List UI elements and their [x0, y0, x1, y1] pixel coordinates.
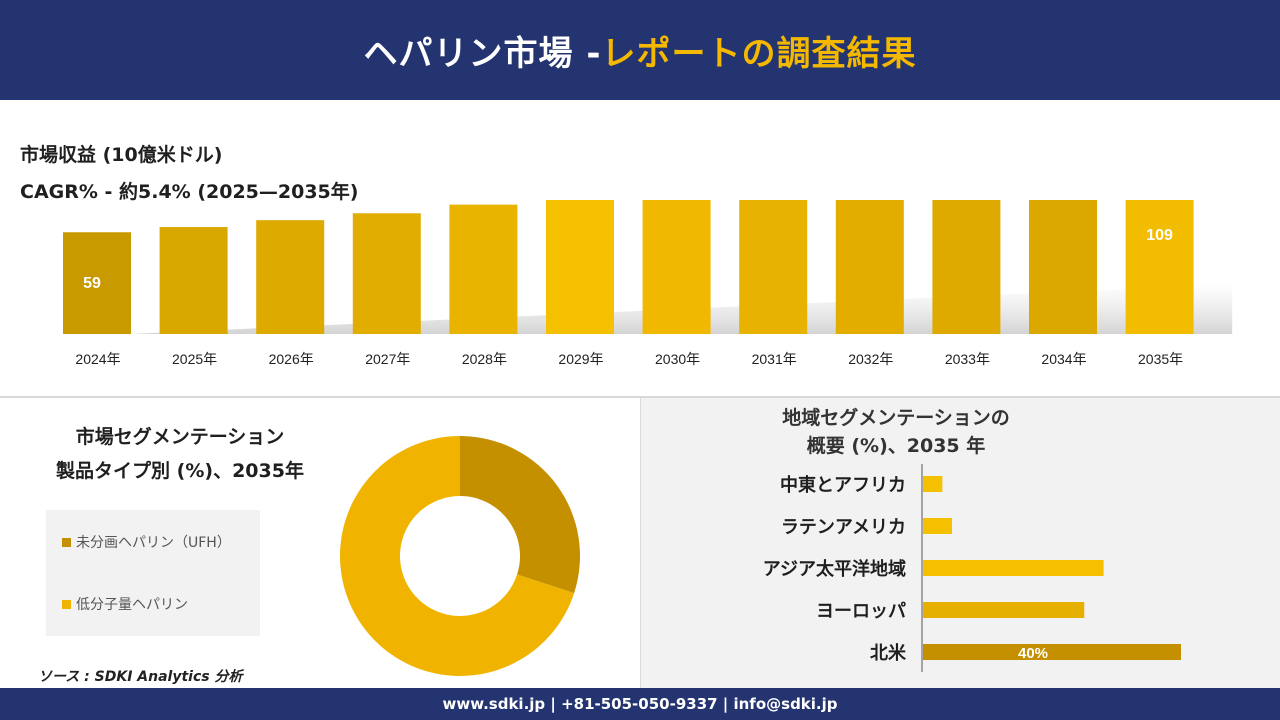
region-bar-data-label: 40%	[1018, 645, 1048, 662]
region-segment-panel: 地域セグメンテーションの 概要 (%)、2035 年 中東とアフリカ ラテンアメリ…	[640, 398, 1280, 688]
revenue-bar	[256, 220, 325, 334]
x-tick-label: 2028年	[462, 351, 507, 367]
product-segment-panel: 市場セグメンテーション 製品タイプ別 (%)、2035年 未分画ヘパリン（UFH…	[0, 398, 640, 688]
x-tick-label: 2025年	[172, 351, 217, 367]
bar-data-label: 59	[83, 275, 101, 292]
donut-slice	[460, 436, 580, 594]
region-label: ラテンアメリカ	[781, 517, 906, 538]
revenue-bar	[932, 200, 1001, 334]
header-banner: ヘパリン市場 -レポートの調査結果	[0, 0, 1280, 100]
segment-title: 市場セグメンテーション 製品タイプ別 (%)、2035年	[20, 420, 340, 488]
x-tick-label: 2034年	[1041, 351, 1086, 367]
legend-swatch-lmwh	[62, 599, 71, 609]
donut-legend: 未分画ヘパリン（UFH） 低分子量ヘパリン	[46, 510, 260, 636]
section-divider	[0, 396, 1280, 398]
segment-title-line1: 市場セグメンテーション	[75, 426, 285, 448]
revenue-bar	[352, 213, 421, 334]
x-tick-label: 2029年	[558, 351, 603, 367]
legend-item-lmwh: 低分子量ヘパリン	[62, 594, 188, 614]
region-label: 中東とアフリカ	[780, 474, 906, 496]
product-donut-chart	[340, 436, 580, 676]
segment-title-line2: 製品タイプ別 (%)、2035年	[56, 460, 304, 482]
x-tick-label: 2024年	[75, 351, 120, 367]
x-tick-label: 2032年	[848, 351, 893, 367]
revenue-label: 市場収益 (10億米ドル)	[20, 144, 223, 166]
title-main: ヘパリン市場 -	[363, 33, 602, 74]
region-bar	[923, 560, 1104, 576]
x-tick-label: 2030年	[655, 351, 700, 367]
page-title: ヘパリン市場 -レポートの調査結果	[364, 26, 917, 75]
revenue-bar	[449, 204, 518, 334]
legend-label-ufh: 未分画ヘパリン（UFH）	[76, 535, 231, 551]
source-note: ソース : SDKI Analytics 分析	[38, 669, 243, 685]
region-label: ヨーロッパ	[816, 601, 906, 622]
region-title-line2: 概要 (%)、2035 年	[806, 435, 986, 457]
footer-contact: www.sdki.jp | +81-505-050-9337 | info@sd…	[442, 695, 838, 713]
revenue-bar	[642, 200, 711, 334]
x-tick-label: 2035年	[1138, 351, 1183, 367]
revenue-bar	[159, 227, 228, 334]
region-title: 地域セグメンテーションの 概要 (%)、2035 年	[771, 404, 1021, 460]
region-label: 北米	[870, 642, 907, 664]
x-tick-label: 2033年	[945, 351, 990, 367]
region-bar	[923, 644, 1181, 660]
region-bar	[923, 602, 1085, 618]
x-tick-label: 2031年	[752, 351, 797, 367]
revenue-bar	[1125, 200, 1194, 334]
legend-swatch-ufh	[62, 537, 71, 547]
revenue-bar	[835, 200, 904, 334]
x-tick-label: 2026年	[269, 351, 314, 367]
revenue-panel: 市場収益 (10億米ドル) CAGR% - 約5.4% (2025—2035年)…	[0, 100, 1280, 396]
donut-slice	[340, 436, 575, 676]
x-tick-label: 2027年	[365, 351, 410, 367]
legend-item-ufh: 未分画ヘパリン（UFH）	[62, 532, 231, 552]
revenue-bar	[546, 200, 614, 334]
revenue-bar-chart: 2024年 59 2025年 2026年 2027年 2028年 2029年 2030年 203…	[63, 200, 1233, 367]
cagr-label: CAGR% - 約5.4% (2025—2035年)	[20, 181, 359, 203]
region-bar	[923, 518, 953, 534]
legend-label-lmwh: 低分子量ヘパリン	[76, 597, 188, 613]
title-accent: レポートの調査結果	[601, 33, 917, 74]
revenue-bar	[63, 232, 131, 334]
revenue-bar	[739, 200, 808, 334]
revenue-bar	[1029, 200, 1097, 334]
region-bar	[923, 476, 943, 492]
footer-bar: www.sdki.jp | +81-505-050-9337 | info@sd…	[0, 688, 1280, 720]
bar-data-label: 109	[1146, 227, 1173, 244]
region-title-line1: 地域セグメンテーションの	[782, 407, 1010, 429]
region-label: アジア太平洋地域	[763, 558, 906, 580]
